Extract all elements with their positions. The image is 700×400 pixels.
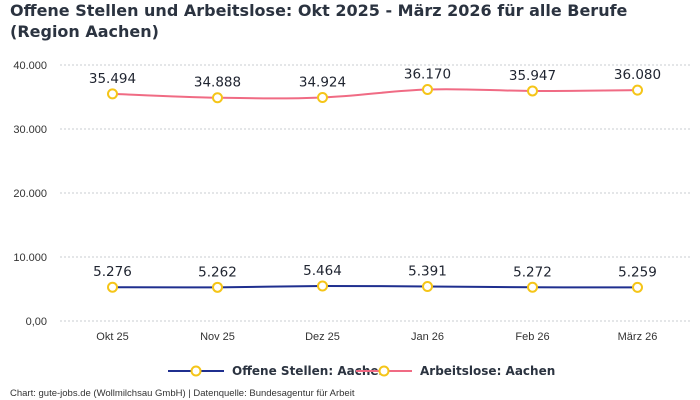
chart-title: Offene Stellen und Arbeitslose: Okt 2025… bbox=[10, 1, 628, 41]
source-note: Chart: gute-jobs.de (Wollmilchsau GmbH) … bbox=[10, 388, 355, 399]
data-point bbox=[107, 281, 118, 293]
x-axis-ticks: Okt 25 Nov 25 Dez 25 Jan 26 Feb 26 März 26 bbox=[96, 331, 657, 343]
data-label: 5.276 bbox=[93, 264, 132, 280]
y-tick-label: 10.000 bbox=[13, 252, 47, 264]
data-point bbox=[632, 281, 643, 293]
legend-item: Arbeitslose: Aachen bbox=[356, 364, 555, 378]
grid-lines bbox=[60, 64, 690, 322]
data-label: 35.947 bbox=[509, 68, 556, 84]
data-label: 34.888 bbox=[194, 75, 241, 91]
series-line bbox=[112, 88, 638, 100]
data-label: 34.924 bbox=[299, 74, 346, 90]
legend-item: Offene Stellen: Aachen bbox=[168, 364, 387, 378]
x-tick-label: Okt 25 bbox=[96, 331, 128, 343]
legend-label: Offene Stellen: Aachen bbox=[232, 364, 387, 378]
y-tick-label: 0,00 bbox=[26, 316, 47, 328]
series-1: 35.494 34.888 34.924 36.170 35.947 36.080 bbox=[89, 67, 661, 104]
series-layer: 5.276 5.262 5.464 5.391 5.272 5.259 35.494 34.8… bbox=[89, 67, 661, 293]
x-tick-label: Nov 25 bbox=[200, 331, 235, 343]
legend-marker bbox=[190, 365, 202, 377]
x-tick-label: Feb 26 bbox=[515, 331, 549, 343]
legend-label: Arbeitslose: Aachen bbox=[420, 364, 555, 378]
data-point bbox=[212, 281, 223, 293]
data-label: 5.464 bbox=[303, 263, 342, 279]
data-point bbox=[317, 91, 328, 103]
data-point bbox=[422, 280, 433, 292]
data-point bbox=[422, 84, 433, 96]
data-label: 36.080 bbox=[614, 67, 661, 83]
data-point bbox=[527, 85, 538, 97]
x-tick-label: März 26 bbox=[618, 331, 658, 343]
x-tick-label: Jan 26 bbox=[411, 331, 444, 343]
data-label: 35.494 bbox=[89, 71, 136, 87]
data-label: 36.170 bbox=[404, 67, 451, 83]
data-point bbox=[317, 280, 328, 292]
y-tick-label: 40.000 bbox=[13, 60, 47, 72]
data-point bbox=[107, 88, 118, 100]
data-label: 5.391 bbox=[408, 263, 447, 279]
data-point bbox=[527, 281, 538, 293]
y-tick-label: 30.000 bbox=[13, 124, 47, 136]
data-label: 5.259 bbox=[618, 264, 657, 280]
x-tick-label: Dez 25 bbox=[305, 331, 340, 343]
series-0: 5.276 5.262 5.464 5.391 5.272 5.259 bbox=[93, 263, 657, 293]
data-label: 5.262 bbox=[198, 264, 237, 280]
y-tick-label: 20.000 bbox=[13, 188, 47, 200]
legend-marker bbox=[378, 365, 390, 377]
legend: Offene Stellen: Aachen Arbeitslose: Aache… bbox=[168, 364, 555, 378]
series-line bbox=[112, 284, 638, 289]
data-label: 5.272 bbox=[513, 264, 552, 280]
data-point bbox=[212, 92, 223, 104]
data-point bbox=[632, 84, 643, 96]
y-axis-ticks: 0,00 10.000 20.000 30.000 40.000 bbox=[13, 60, 47, 328]
